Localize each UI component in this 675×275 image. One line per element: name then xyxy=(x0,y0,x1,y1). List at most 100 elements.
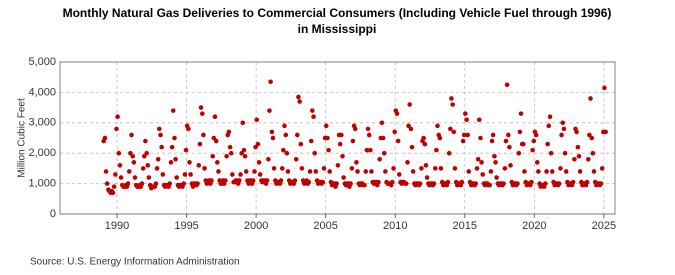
data-point xyxy=(556,181,562,186)
data-point xyxy=(521,141,526,147)
y-tick-label: 4,000 xyxy=(28,86,56,98)
data-point xyxy=(545,141,550,147)
data-point xyxy=(459,179,465,185)
data-point xyxy=(270,135,276,141)
data-point xyxy=(431,181,437,186)
source-note: Source: U.S. Energy Information Administ… xyxy=(30,257,240,268)
data-point xyxy=(437,135,443,141)
data-point xyxy=(209,178,214,183)
data-point xyxy=(368,147,373,153)
data-point xyxy=(167,181,173,186)
data-point xyxy=(298,141,304,147)
data-point xyxy=(369,169,374,174)
data-point xyxy=(563,169,569,174)
data-point xyxy=(226,129,232,135)
data-point xyxy=(405,160,410,165)
data-point xyxy=(143,138,148,144)
data-point xyxy=(381,150,387,156)
data-point xyxy=(543,181,548,186)
data-point xyxy=(478,135,483,141)
data-point xyxy=(493,160,498,165)
data-point xyxy=(355,169,360,174)
data-point xyxy=(267,108,272,113)
data-point xyxy=(570,179,576,185)
data-point xyxy=(327,169,333,174)
data-point xyxy=(574,129,579,135)
data-point xyxy=(585,156,591,162)
data-point xyxy=(125,181,131,186)
data-point xyxy=(395,138,401,144)
data-point xyxy=(334,181,339,186)
data-point xyxy=(264,178,270,183)
data-point xyxy=(354,160,359,165)
data-point xyxy=(187,160,192,165)
data-point xyxy=(297,99,302,104)
data-point xyxy=(153,181,159,186)
data-point xyxy=(549,169,555,174)
data-point xyxy=(473,181,479,186)
data-point xyxy=(340,153,345,159)
data-point xyxy=(534,160,540,165)
data-point xyxy=(282,123,287,129)
data-point xyxy=(409,144,415,150)
data-point xyxy=(202,166,207,171)
data-point xyxy=(169,144,175,150)
data-point xyxy=(584,179,590,185)
data-point xyxy=(392,129,397,135)
x-tick-label: 2015 xyxy=(453,220,477,232)
data-point xyxy=(335,163,341,168)
data-point xyxy=(536,169,541,174)
data-point xyxy=(284,150,290,156)
data-point xyxy=(252,169,257,174)
data-point xyxy=(502,166,508,171)
data-point xyxy=(424,175,430,180)
data-point xyxy=(223,178,228,183)
data-point xyxy=(446,150,452,156)
data-point xyxy=(285,169,291,174)
data-point xyxy=(250,178,256,183)
data-point xyxy=(278,178,284,183)
data-point xyxy=(158,132,163,138)
data-point xyxy=(518,111,524,116)
y-axis-label: Million Cubic Feet xyxy=(17,98,28,178)
data-point xyxy=(102,135,108,141)
data-point xyxy=(376,179,381,185)
data-point xyxy=(266,156,271,162)
data-point xyxy=(577,169,583,174)
data-point xyxy=(131,160,137,165)
y-tick-label: 1,000 xyxy=(28,178,56,190)
data-point xyxy=(603,129,608,135)
data-point xyxy=(311,114,316,120)
data-point xyxy=(308,138,314,144)
data-point xyxy=(363,169,369,174)
data-point xyxy=(488,169,494,174)
data-point xyxy=(475,156,481,162)
data-point xyxy=(353,126,358,132)
data-point xyxy=(160,172,166,177)
data-point xyxy=(380,135,386,141)
data-point xyxy=(168,160,174,165)
data-point xyxy=(254,117,259,123)
data-point xyxy=(560,120,565,126)
data-point xyxy=(419,166,424,171)
data-point xyxy=(268,79,273,85)
data-point xyxy=(210,153,216,159)
data-point xyxy=(396,172,402,177)
data-point xyxy=(391,166,396,171)
data-point xyxy=(269,129,275,135)
data-point xyxy=(224,153,229,159)
data-point xyxy=(132,175,138,180)
data-point xyxy=(464,117,469,123)
data-point xyxy=(312,150,317,156)
data-point xyxy=(451,129,457,135)
data-point xyxy=(466,169,472,174)
data-point xyxy=(576,153,582,159)
data-point xyxy=(115,114,120,120)
data-point xyxy=(403,181,409,186)
data-point xyxy=(326,147,331,153)
data-point xyxy=(238,172,243,177)
data-point xyxy=(417,181,423,186)
data-point xyxy=(575,144,581,150)
data-point xyxy=(140,166,146,171)
data-point xyxy=(146,175,152,180)
